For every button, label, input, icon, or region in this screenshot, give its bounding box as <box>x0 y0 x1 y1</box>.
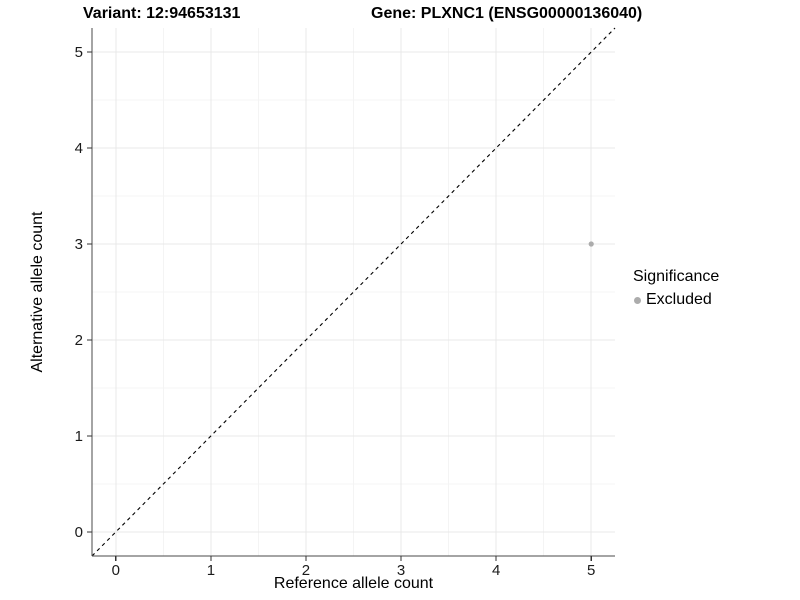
y-tick-label: 3 <box>75 236 83 253</box>
legend-item-excluded: Excluded <box>634 291 719 309</box>
x-axis-title: Reference allele count <box>273 575 434 592</box>
identity-dashed-line <box>91 27 616 557</box>
x-tick-label: 4 <box>492 562 500 579</box>
plot-title-variant: Variant: 12:94653131 <box>83 5 241 22</box>
y-tick-label: 0 <box>75 524 83 541</box>
y-tick-label: 4 <box>75 140 83 157</box>
y-tick-label: 2 <box>75 332 83 349</box>
x-tick-label: 5 <box>587 562 595 579</box>
legend-item-label: Excluded <box>646 291 712 308</box>
x-tick-label: 2 <box>302 562 310 579</box>
legend: Significance Excluded <box>633 268 719 309</box>
legend-title: Significance <box>633 268 720 285</box>
x-tick-label: 1 <box>207 562 215 579</box>
y-axis-title: Alternative allele count <box>29 211 46 373</box>
plot-title-gene: Gene: PLXNC1 (ENSG00000136040) <box>371 5 643 22</box>
legend-point-icon <box>634 296 641 304</box>
y-tick-label: 1 <box>75 428 83 445</box>
x-tick-label: 0 <box>112 562 120 579</box>
y-tick-label: 5 <box>75 44 83 61</box>
data-point <box>588 241 594 247</box>
x-tick-label: 3 <box>397 562 405 579</box>
